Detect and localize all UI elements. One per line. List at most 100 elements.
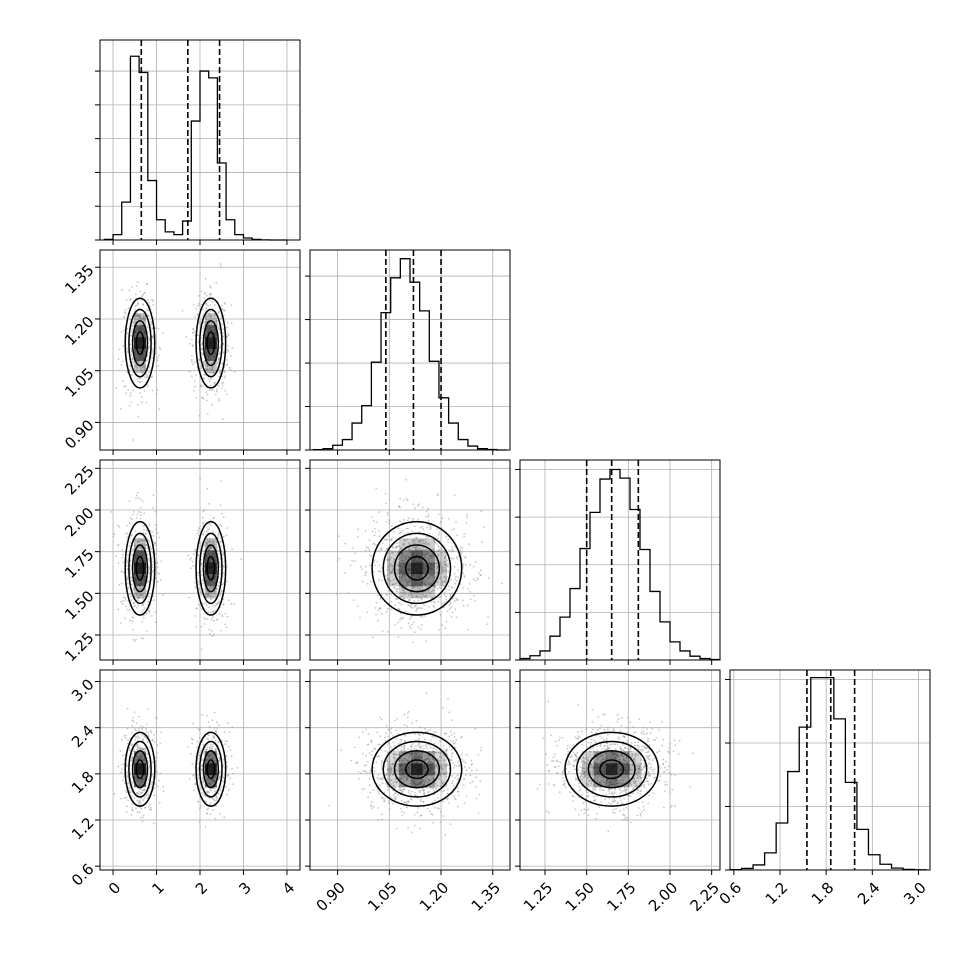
sample-point (416, 545, 418, 548)
sample-point (650, 783, 653, 785)
sample-point (328, 804, 331, 807)
sample-point (444, 595, 447, 598)
sample-point (397, 636, 400, 638)
sample-point (207, 528, 209, 531)
sample-point (401, 775, 403, 777)
sample-point (122, 779, 124, 782)
sample-point (427, 559, 430, 562)
sample-point (202, 326, 205, 328)
sample-point (143, 366, 146, 368)
sample-point (388, 760, 391, 763)
sample-point (229, 777, 231, 780)
sample-point (422, 733, 425, 735)
sample-point (417, 518, 420, 521)
sample-point (192, 331, 195, 334)
sample-point (149, 730, 152, 732)
sample-point (390, 563, 392, 566)
sample-point (136, 315, 139, 317)
sample-point (383, 798, 385, 800)
sample-point (443, 556, 446, 559)
sample-point (124, 599, 127, 601)
sample-point (407, 826, 409, 829)
sample-point (415, 608, 418, 611)
sample-point (205, 307, 208, 310)
x-tick-label: 2.4 (854, 879, 884, 909)
sample-point (135, 494, 138, 497)
sample-point (369, 580, 372, 583)
sample-point (220, 590, 223, 592)
sample-point (414, 733, 417, 735)
sample-point (422, 592, 424, 595)
sample-point (426, 747, 428, 750)
sample-point (210, 618, 213, 621)
sample-point (424, 754, 427, 757)
sample-point (212, 610, 215, 613)
sample-point (218, 612, 221, 615)
sample-point (141, 396, 143, 398)
sample-point (144, 546, 147, 549)
sample-point (409, 792, 411, 795)
sample-point (431, 821, 434, 824)
sample-point (380, 762, 383, 765)
sample-point (213, 516, 216, 519)
sample-point (359, 566, 362, 568)
sample-point (132, 638, 135, 641)
sample-point (463, 576, 466, 578)
sample-point (407, 716, 409, 719)
sample-point (209, 317, 212, 320)
sample-point (133, 640, 136, 642)
sample-point (207, 743, 209, 746)
sample-point (398, 608, 401, 611)
sample-point (206, 749, 208, 751)
sample-point (153, 822, 156, 825)
sample-point (436, 571, 439, 574)
sample-point (129, 517, 132, 520)
sample-point (407, 710, 410, 713)
sample-point (449, 602, 452, 605)
sample-point (407, 712, 409, 715)
sample-point (419, 827, 421, 830)
sample-point (413, 507, 416, 510)
sample-point (361, 580, 364, 583)
sample-point (386, 783, 388, 786)
sample-point (204, 800, 207, 802)
sample-point (397, 793, 400, 796)
sample-point (133, 711, 136, 714)
sample-point (354, 552, 356, 555)
sample-point (403, 724, 406, 726)
sample-point (208, 746, 211, 749)
sample-point (158, 408, 161, 410)
sample-point (582, 802, 585, 805)
sample-point (152, 337, 155, 340)
sample-point (393, 750, 396, 752)
sample-point (137, 737, 140, 740)
sample-point (145, 794, 148, 797)
sample-point (366, 772, 369, 775)
density-cell (134, 325, 146, 338)
sample-point (455, 597, 457, 600)
density-cell (410, 763, 423, 776)
sample-point (395, 582, 397, 585)
sample-point (154, 553, 157, 555)
sample-point (390, 731, 393, 734)
sample-point (417, 599, 420, 602)
sample-point (417, 626, 420, 628)
sample-point (377, 778, 380, 780)
sample-point (392, 578, 395, 581)
sample-point (145, 731, 148, 734)
sample-point (426, 730, 429, 732)
sample-point (219, 352, 222, 355)
sample-point (388, 729, 391, 731)
sample-point (666, 783, 669, 786)
sample-point (352, 547, 354, 550)
sample-point (187, 746, 190, 748)
sample-point (201, 792, 203, 794)
sample-point (424, 580, 427, 583)
sample-point (430, 812, 433, 815)
sample-point (404, 549, 407, 551)
sample-point (225, 626, 228, 629)
sample-point (403, 746, 405, 749)
sample-point (124, 532, 127, 535)
sample-point (132, 361, 135, 364)
sample-point (208, 380, 211, 383)
